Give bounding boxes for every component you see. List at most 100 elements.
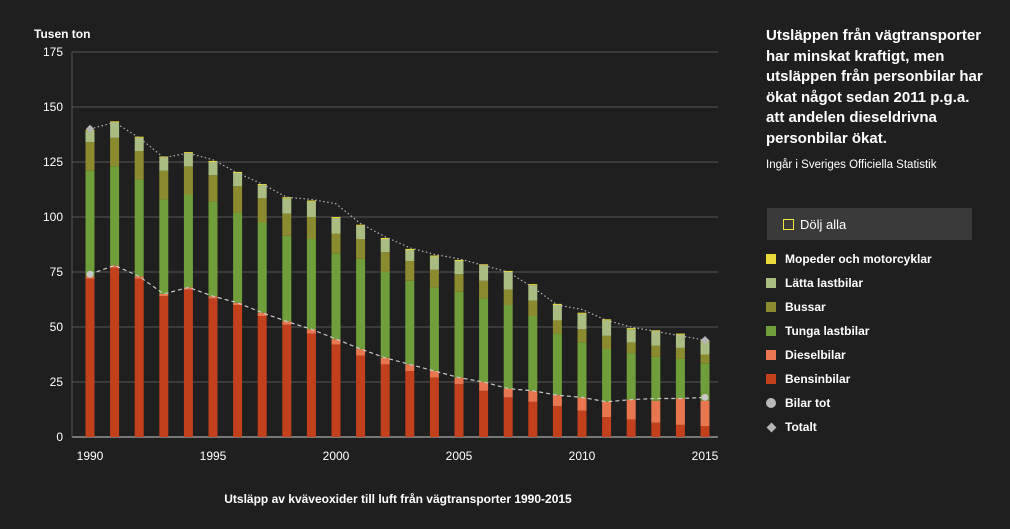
legend-item[interactable]: Bensinbilar: [766, 367, 932, 391]
bar-dieselbilar: [380, 357, 390, 365]
bar-mopeder-och-motorcyklar: [380, 237, 390, 239]
bar-bensinbilar: [257, 316, 267, 437]
bar-bensinbilar: [183, 289, 193, 437]
bar-lätta-lastbilar: [356, 225, 366, 239]
bar-tunga-lastbilar: [331, 253, 341, 340]
bar-bussar: [282, 213, 292, 236]
bar-tunga-lastbilar: [429, 287, 439, 371]
bar-bussar: [577, 329, 587, 343]
bar-tunga-lastbilar: [257, 222, 267, 313]
legend-label: Tunga lastbilar: [785, 324, 870, 338]
x-tick-label: 2015: [692, 449, 719, 463]
bar-bussar: [356, 239, 366, 259]
bar-bensinbilar: [331, 344, 341, 437]
bar-lätta-lastbilar: [675, 334, 685, 348]
bar-mopeder-och-motorcyklar: [577, 312, 587, 314]
bar-bussar: [159, 170, 169, 200]
legend-item[interactable]: Dieselbilar: [766, 343, 932, 367]
bar-bensinbilar: [429, 377, 439, 437]
legend-item[interactable]: Lätta lastbilar: [766, 271, 932, 295]
bar-lätta-lastbilar: [626, 329, 636, 343]
bar-mopeder-och-motorcyklar: [208, 160, 218, 162]
bar-tunga-lastbilar: [626, 353, 636, 400]
legend-item[interactable]: Bilar tot: [766, 391, 932, 415]
y-tick-label: 175: [43, 45, 63, 59]
bar-mopeder-och-motorcyklar: [183, 152, 193, 154]
bar-tunga-lastbilar: [134, 179, 144, 277]
bar-dieselbilar: [282, 321, 292, 325]
bar-bussar: [429, 269, 439, 288]
legend-label: Bussar: [785, 300, 826, 314]
bar-dieselbilar: [528, 390, 538, 402]
bar-lätta-lastbilar: [454, 261, 464, 275]
bar-bussar: [503, 289, 513, 305]
gridlines: [71, 51, 718, 438]
bar-tunga-lastbilar: [380, 272, 390, 358]
y-unit-label: Tusen ton: [34, 27, 90, 41]
bar-bensinbilar: [528, 401, 538, 437]
bar-dieselbilar: [651, 400, 661, 423]
bar-tunga-lastbilar: [503, 305, 513, 389]
y-axis-ticks: 0 25 50 75 100 125 150 175: [43, 45, 63, 444]
square-swatch-icon: [766, 278, 776, 288]
bar-bensinbilar: [626, 419, 636, 437]
bar-dieselbilar: [233, 302, 243, 305]
diamond-swatch-icon: [766, 422, 777, 432]
bar-mopeder-och-motorcyklar: [306, 200, 316, 202]
bar-bensinbilar: [651, 422, 661, 437]
bar-bussar: [602, 335, 612, 349]
bar-lätta-lastbilar: [405, 250, 415, 261]
bar-mopeder-och-motorcyklar: [331, 217, 341, 219]
square-swatch-icon: [766, 350, 776, 360]
bar-tunga-lastbilar: [479, 298, 489, 382]
bar-bussar: [405, 261, 415, 281]
bar-bussar: [626, 342, 636, 354]
bar-mopeder-och-motorcyklar: [356, 224, 366, 226]
bar-tunga-lastbilar: [208, 201, 218, 297]
legend-label: Bilar tot: [785, 396, 831, 410]
y-tick-label: 75: [50, 265, 64, 279]
bar-bussar: [331, 233, 341, 254]
legend-item[interactable]: Bussar: [766, 295, 932, 319]
hide-all-button[interactable]: Dölj alla: [767, 208, 972, 240]
emissions-chart: Tusen ton 0 25 50 75 100 125 150 175 1990 1995 20…: [34, 27, 719, 506]
bar-tunga-lastbilar: [552, 333, 562, 396]
bar-tunga-lastbilar: [651, 356, 661, 401]
bar-lätta-lastbilar: [528, 285, 538, 301]
x-tick-label: 2005: [446, 449, 473, 463]
bar-tunga-lastbilar: [110, 166, 120, 266]
legend-item[interactable]: Tunga lastbilar: [766, 319, 932, 343]
legend-item[interactable]: Mopeder och motorcyklar: [766, 247, 932, 271]
bar-bensinbilar: [380, 364, 390, 437]
legend-item[interactable]: Totalt: [766, 415, 932, 439]
bar-lätta-lastbilar: [429, 256, 439, 270]
bar-bensinbilar: [577, 410, 587, 437]
bar-bussar: [85, 142, 95, 171]
bar-lätta-lastbilar: [282, 198, 292, 214]
bar-bensinbilar: [602, 417, 612, 437]
info-panel: Utsläppen från vägtransporter har minska…: [766, 26, 986, 171]
square-swatch-icon: [766, 254, 776, 264]
marker-bilar-tot: [86, 270, 94, 278]
legend: Mopeder och motorcyklar Lätta lastbilar Bu…: [766, 247, 932, 439]
bar-mopeder-och-motorcyklar: [602, 319, 612, 321]
bar-bussar: [134, 151, 144, 180]
bar-bensinbilar: [85, 278, 95, 437]
bar-lätta-lastbilar: [233, 173, 243, 187]
bar-mopeder-och-motorcyklar: [257, 184, 267, 186]
bar-mopeder-och-motorcyklar: [675, 333, 685, 335]
bar-lätta-lastbilar: [651, 331, 661, 346]
bar-bensinbilar: [675, 424, 685, 437]
legend-label: Totalt: [785, 420, 817, 434]
bar-tunga-lastbilar: [183, 195, 193, 288]
bar-bensinbilar: [454, 384, 464, 437]
bar-bensinbilar: [208, 298, 218, 437]
x-tick-label: 2000: [323, 449, 350, 463]
y-tick-label: 125: [43, 155, 63, 169]
bar-dieselbilar: [356, 349, 366, 356]
headline: Utsläppen från vägtransporter har minska…: [766, 27, 983, 147]
bar-tunga-lastbilar: [602, 349, 612, 402]
bar-dieselbilar: [454, 377, 464, 385]
y-tick-label: 50: [50, 320, 64, 334]
y-tick-label: 150: [43, 100, 63, 114]
